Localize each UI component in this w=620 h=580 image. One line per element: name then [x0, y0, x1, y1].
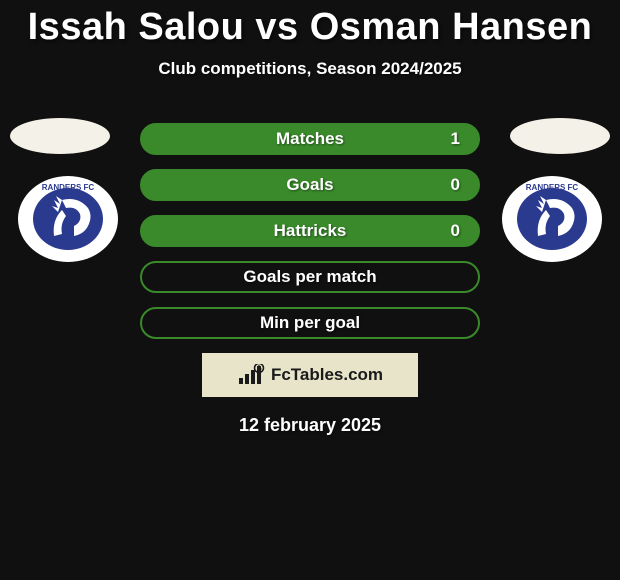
- randers-fc-icon: RANDERS FC: [18, 176, 118, 262]
- svg-text:RANDERS FC: RANDERS FC: [526, 183, 579, 192]
- player-left-avatar: [10, 118, 110, 154]
- player-right-avatar: [510, 118, 610, 154]
- randers-fc-icon: RANDERS FC: [502, 176, 602, 262]
- stat-label: Min per goal: [142, 313, 478, 333]
- bar-chart-icon: [237, 364, 265, 386]
- stat-row: Min per goal: [140, 307, 480, 339]
- club-badge-left: RANDERS FC: [18, 176, 118, 262]
- fctables-watermark: FcTables.com: [202, 353, 418, 397]
- date-text: 12 february 2025: [239, 415, 381, 436]
- badge-row: RANDERS FC RANDERS FC: [0, 176, 620, 262]
- page-title: Issah Salou vs Osman Hansen: [28, 6, 593, 49]
- svg-text:RANDERS FC: RANDERS FC: [42, 183, 95, 192]
- watermark-text: FcTables.com: [271, 365, 383, 385]
- club-badge-right: RANDERS FC: [502, 176, 602, 262]
- avatar-row: [0, 118, 620, 154]
- page-subtitle: Club competitions, Season 2024/2025: [158, 59, 461, 79]
- stat-row: Goals per match: [140, 261, 480, 293]
- content: Issah Salou vs Osman Hansen Club competi…: [0, 0, 620, 580]
- stat-label: Goals per match: [142, 267, 478, 287]
